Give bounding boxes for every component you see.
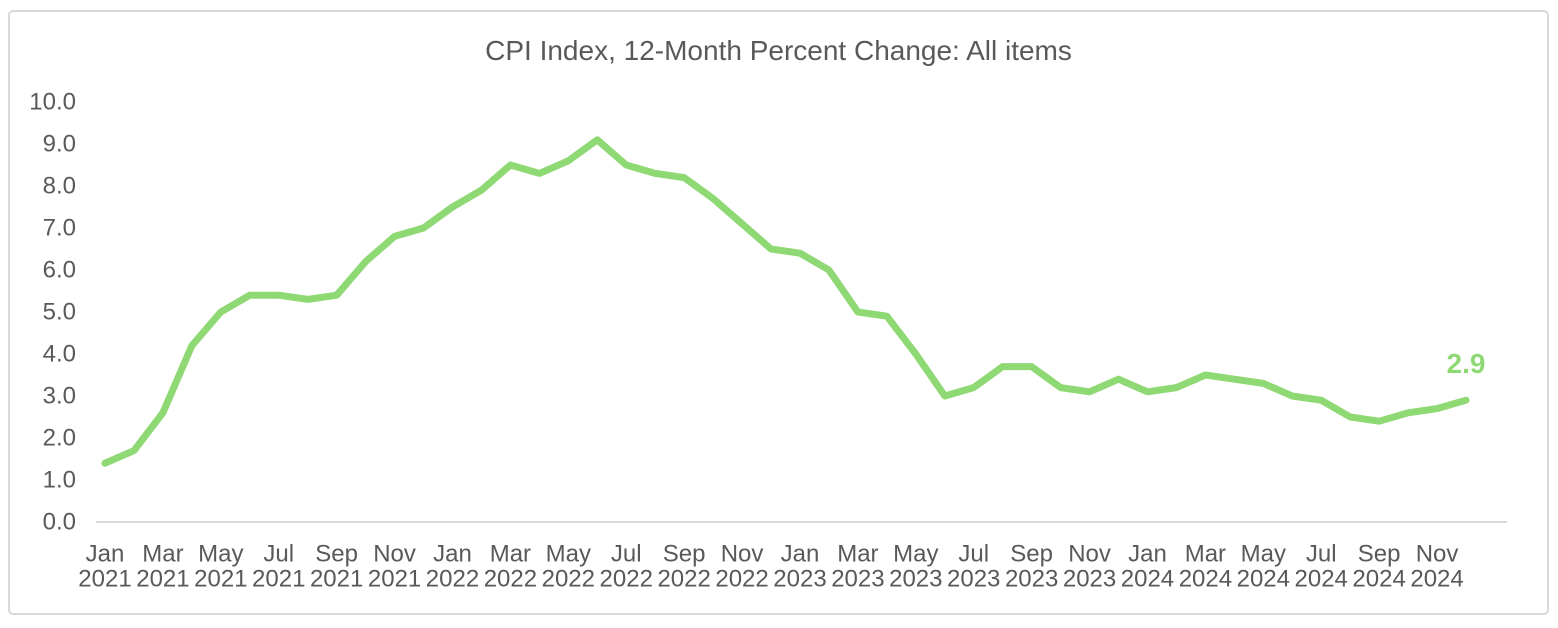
y-axis-tick-label: 10.0 [29, 89, 76, 116]
x-axis-tick-year-label: 2022 [426, 566, 479, 593]
chart-card [8, 10, 1549, 615]
x-axis-tick-year-label: 2023 [1063, 566, 1116, 593]
y-axis-tick-label: 4.0 [43, 341, 76, 368]
x-axis-tick-year-label: 2021 [310, 566, 363, 593]
y-axis-tick-label: 9.0 [43, 131, 76, 158]
y-axis-tick-label: 6.0 [43, 257, 76, 284]
x-axis-tick-year-label: 2021 [194, 566, 247, 593]
x-axis-tick-month-label: Mar [490, 541, 531, 568]
x-axis-tick-month-label: Jan [433, 541, 472, 568]
y-axis-tick-label: 5.0 [43, 299, 76, 326]
y-axis-tick-label: 2.0 [43, 425, 76, 452]
x-axis-tick-year-label: 2024 [1352, 566, 1405, 593]
x-axis-tick-year-label: 2021 [252, 566, 305, 593]
x-axis-tick-year-label: 2022 [542, 566, 595, 593]
x-axis-tick-month-label: Nov [1068, 541, 1111, 568]
x-axis-tick-year-label: 2023 [773, 566, 826, 593]
y-axis-tick-label: 8.0 [43, 173, 76, 200]
y-axis-tick-label: 7.0 [43, 215, 76, 242]
x-axis-tick-month-label: Mar [837, 541, 878, 568]
x-axis-tick-month-label: May [1241, 541, 1286, 568]
x-axis-tick-month-label: Mar [142, 541, 183, 568]
x-axis-tick-year-label: 2023 [1005, 566, 1058, 593]
x-axis-tick-month-label: Nov [1416, 541, 1459, 568]
x-axis-tick-month-label: Jul [1306, 541, 1337, 568]
x-axis-tick-year-label: 2021 [136, 566, 189, 593]
x-axis-tick-year-label: 2022 [600, 566, 653, 593]
end-value-label: 2.9 [1447, 348, 1486, 379]
x-axis-tick-month-label: Sep [1358, 541, 1401, 568]
x-axis-tick-month-label: Jul [958, 541, 989, 568]
x-axis-tick-month-label: May [893, 541, 938, 568]
x-axis-tick-year-label: 2022 [484, 566, 537, 593]
x-axis-tick-year-label: 2024 [1179, 566, 1232, 593]
x-axis-tick-month-label: Sep [1010, 541, 1053, 568]
x-axis-tick-year-label: 2024 [1410, 566, 1463, 593]
x-axis-tick-month-label: Jan [1128, 541, 1167, 568]
x-axis-tick-year-label: 2023 [947, 566, 1000, 593]
x-axis-tick-month-label: Nov [721, 541, 764, 568]
x-axis-tick-year-label: 2022 [657, 566, 710, 593]
x-axis-tick-month-label: Jul [611, 541, 642, 568]
x-axis-tick-month-label: May [198, 541, 243, 568]
y-axis-tick-label: 1.0 [43, 467, 76, 494]
x-axis-tick-month-label: Jan [781, 541, 820, 568]
x-axis-tick-year-label: 2023 [889, 566, 942, 593]
x-axis-tick-month-label: Nov [373, 541, 416, 568]
x-axis-tick-year-label: 2024 [1237, 566, 1290, 593]
x-axis-tick-month-label: Jul [263, 541, 294, 568]
x-axis-tick-month-label: May [546, 541, 591, 568]
x-axis-tick-month-label: Mar [1185, 541, 1226, 568]
x-axis-tick-year-label: 2024 [1295, 566, 1348, 593]
x-axis-tick-year-label: 2021 [368, 566, 421, 593]
chart-title: CPI Index, 12-Month Percent Change: All … [485, 35, 1072, 66]
x-axis-tick-year-label: 2023 [831, 566, 884, 593]
x-axis-tick-month-label: Sep [663, 541, 706, 568]
x-axis-tick-month-label: Sep [315, 541, 358, 568]
y-axis-tick-label: 0.0 [43, 509, 76, 536]
x-axis-tick-month-label: Jan [86, 541, 125, 568]
y-axis-tick-label: 3.0 [43, 383, 76, 410]
x-axis-tick-year-label: 2021 [78, 566, 131, 593]
x-axis-tick-year-label: 2024 [1121, 566, 1174, 593]
cpi-series-line [101, 136, 1470, 467]
x-axis-tick-year-label: 2022 [715, 566, 768, 593]
